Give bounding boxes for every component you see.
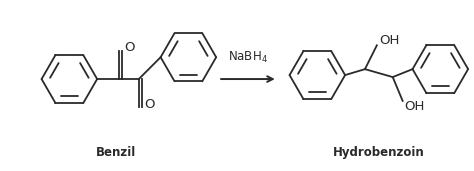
Text: Benzil: Benzil bbox=[96, 146, 136, 159]
Text: O: O bbox=[144, 98, 154, 111]
Text: Hydrobenzoin: Hydrobenzoin bbox=[333, 146, 425, 159]
Text: OH: OH bbox=[379, 34, 399, 47]
Text: OH: OH bbox=[405, 100, 425, 113]
Text: O: O bbox=[124, 41, 135, 54]
Text: NaBH$_4$: NaBH$_4$ bbox=[228, 50, 268, 65]
